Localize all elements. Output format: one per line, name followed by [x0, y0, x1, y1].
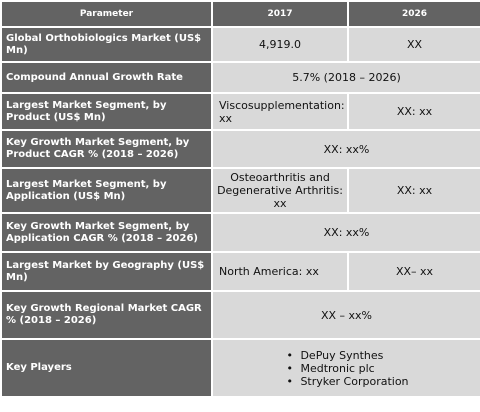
header-row: Parameter 2017 2026 [2, 2, 480, 26]
value-span: XX: xx% [213, 214, 480, 251]
key-players-list: • DePuy Synthes • Medtronic plc • Stryker C… [284, 349, 408, 388]
value-2017: Viscosupplementation: xx [213, 94, 347, 129]
row-parameter: Key Players [2, 340, 211, 396]
value-2017: 4,919.0 [213, 28, 347, 61]
row-parameter: Largest Market Segment, by Product (US$ … [2, 94, 211, 129]
row-parameter: Key Growth Market Segment, by Product CA… [2, 131, 211, 167]
list-item: • Medtronic plc [284, 362, 408, 375]
table-row: Key Players • DePuy Synthes • Medtronic pl… [2, 340, 480, 396]
table-row: Largest Market Segment, by Application (… [2, 169, 480, 212]
value-span: XX – xx% [213, 292, 480, 338]
row-parameter: Largest Market by Geography (US$ Mn) [2, 253, 211, 290]
market-summary-table: Parameter 2017 2026 Global Orthobiologic… [0, 0, 480, 398]
list-item: • Stryker Corporation [284, 375, 408, 388]
value-2026: XX [349, 28, 480, 61]
bullet-icon: • [286, 348, 293, 362]
bullet-icon: • [286, 374, 293, 388]
table-row: Largest Market Segment, by Product (US$ … [2, 94, 480, 129]
player-name: Stryker Corporation [300, 374, 409, 388]
table-row: Key Growth Market Segment, by Product CA… [2, 131, 480, 167]
header-parameter: Parameter [2, 2, 211, 26]
row-parameter: Largest Market Segment, by Application (… [2, 169, 211, 212]
player-name: DePuy Synthes [300, 348, 384, 362]
row-parameter: Key Growth Market Segment, by Applicatio… [2, 214, 211, 251]
value-2026: XX: xx [349, 94, 480, 129]
table-row: Largest Market by Geography (US$ Mn) Nor… [2, 253, 480, 290]
row-parameter: Compound Annual Growth Rate [2, 63, 211, 92]
value-2017: North America: xx [213, 253, 347, 290]
row-parameter: Key Growth Regional Market CAGR % (2018 … [2, 292, 211, 338]
value-2026: XX: xx [349, 169, 480, 212]
value-2017: Osteoarthritis and Degenerative Arthriti… [213, 169, 347, 212]
value-span: 5.7% (2018 – 2026) [213, 63, 480, 92]
list-item: • DePuy Synthes [284, 349, 408, 362]
table-row: Key Growth Regional Market CAGR % (2018 … [2, 292, 480, 338]
header-2017: 2017 [213, 2, 347, 26]
table-row: Global Orthobiologics Market (US$ Mn) 4,… [2, 28, 480, 61]
value-span: XX: xx% [213, 131, 480, 167]
bullet-icon: • [286, 361, 293, 375]
value-2026: XX– xx [349, 253, 480, 290]
row-parameter: Global Orthobiologics Market (US$ Mn) [2, 28, 211, 61]
key-players-cell: • DePuy Synthes • Medtronic plc • Stryker C… [213, 340, 480, 396]
table-row: Compound Annual Growth Rate 5.7% (2018 –… [2, 63, 480, 92]
header-2026: 2026 [349, 2, 480, 26]
player-name: Medtronic plc [300, 361, 375, 375]
table-row: Key Growth Market Segment, by Applicatio… [2, 214, 480, 251]
